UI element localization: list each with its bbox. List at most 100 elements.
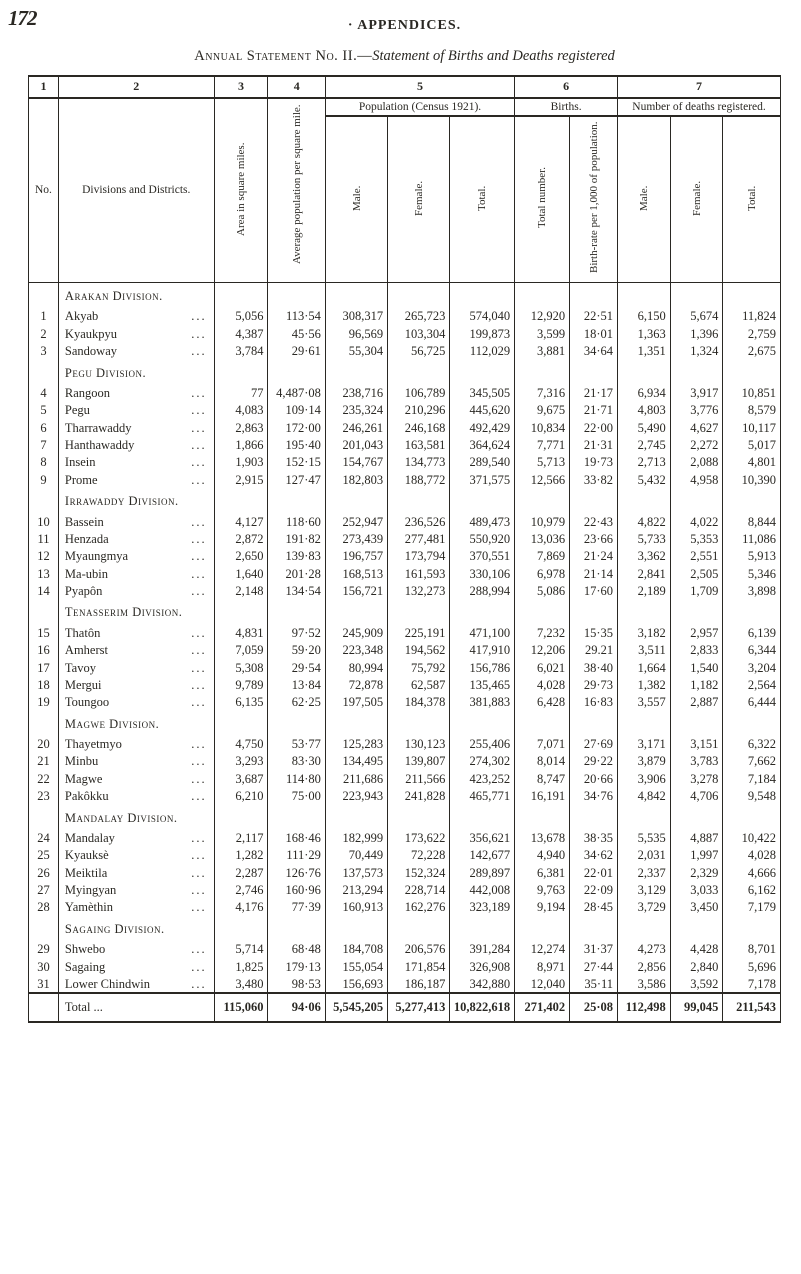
row-death-male: 1,382 <box>618 676 671 693</box>
row-death-female: 2,887 <box>670 693 723 710</box>
row-death-female: 3,776 <box>670 401 723 418</box>
row-pop-male: 154,767 <box>325 453 387 470</box>
row-births-total: 16,191 <box>515 787 570 804</box>
row-pop-total: 156,786 <box>450 659 515 676</box>
row-birth-rate: 16·83 <box>570 693 618 710</box>
table-row: 12Myaungmya...2,650139·83196,757173,7943… <box>29 547 781 564</box>
head-birth-rate: Birth-rate per 1,000 of population. <box>570 116 618 283</box>
row-death-total: 9,548 <box>723 787 781 804</box>
row-pop-total: 574,040 <box>450 307 515 324</box>
section-heading-row: Pegu Division. <box>29 360 781 384</box>
row-avg: 168·46 <box>268 829 325 846</box>
row-pop-male: 246,261 <box>325 419 387 436</box>
row-avg: 172·00 <box>268 419 325 436</box>
row-death-male: 3,729 <box>618 898 671 915</box>
row-avg: 111·29 <box>268 846 325 863</box>
row-area: 1,866 <box>214 436 268 453</box>
row-death-total: 4,666 <box>723 864 781 881</box>
births-deaths-table: 1 2 3 4 5 6 7 No. Divisions and District… <box>28 75 781 1023</box>
row-district: Rangoon... <box>58 384 214 401</box>
column-number-row: 1 2 3 4 5 6 7 <box>29 76 781 98</box>
row-area: 9,789 <box>214 676 268 693</box>
row-avg: 29·61 <box>268 342 325 359</box>
row-birth-rate: 35·11 <box>570 975 618 993</box>
row-no: 30 <box>29 958 59 975</box>
head-no: No. <box>29 98 59 283</box>
row-pop-total: 364,624 <box>450 436 515 453</box>
table-row: 8Insein...1,903152·15154,767134,773289,5… <box>29 453 781 470</box>
row-pop-female: 163,581 <box>388 436 450 453</box>
head-pop-male: Male. <box>325 116 387 283</box>
table-body: Arakan Division.1Akyab...5,056113·54308,… <box>29 283 781 1022</box>
head-births-total: Total number. <box>515 116 570 283</box>
row-area: 77 <box>214 384 268 401</box>
row-pop-total: 326,908 <box>450 958 515 975</box>
row-pop-female: 211,566 <box>388 770 450 787</box>
row-death-total: 4,028 <box>723 846 781 863</box>
row-pop-female: 72,228 <box>388 846 450 863</box>
row-district: Kyauksè... <box>58 846 214 863</box>
row-pop-total: 142,677 <box>450 846 515 863</box>
row-births-total: 8,747 <box>515 770 570 787</box>
row-pop-total: 255,406 <box>450 735 515 752</box>
row-area: 2,915 <box>214 471 268 488</box>
row-pop-male: 96,569 <box>325 325 387 342</box>
row-no: 27 <box>29 881 59 898</box>
row-death-male: 1,363 <box>618 325 671 342</box>
row-death-total: 8,701 <box>723 940 781 957</box>
row-district: Toungoo... <box>58 693 214 710</box>
row-pop-total: 442,008 <box>450 881 515 898</box>
row-pop-male: 235,324 <box>325 401 387 418</box>
head-population-group: Population (Census 1921). <box>325 98 514 116</box>
row-death-male: 3,511 <box>618 641 671 658</box>
row-death-total: 11,824 <box>723 307 781 324</box>
row-pop-total: 199,873 <box>450 325 515 342</box>
row-avg: 59·20 <box>268 641 325 658</box>
row-no: 15 <box>29 624 59 641</box>
row-death-total: 5,017 <box>723 436 781 453</box>
row-no: 8 <box>29 453 59 470</box>
row-area: 3,687 <box>214 770 268 787</box>
row-death-male: 1,664 <box>618 659 671 676</box>
row-pop-male: 213,294 <box>325 881 387 898</box>
table-row: 6Tharrawaddy...2,863172·00246,261246,168… <box>29 419 781 436</box>
row-district: Thayetmyo... <box>58 735 214 752</box>
row-birth-rate: 22·09 <box>570 881 618 898</box>
row-avg: 139·83 <box>268 547 325 564</box>
row-pop-male: 134,495 <box>325 752 387 769</box>
row-birth-rate: 22·00 <box>570 419 618 436</box>
table-row: 16Amherst...7,05959·20223,348194,562417,… <box>29 641 781 658</box>
row-pop-male: 72,878 <box>325 676 387 693</box>
row-death-total: 6,322 <box>723 735 781 752</box>
row-birth-rate: 27·44 <box>570 958 618 975</box>
row-death-male: 5,490 <box>618 419 671 436</box>
row-births-total: 6,021 <box>515 659 570 676</box>
row-pop-female: 134,773 <box>388 453 450 470</box>
table-row: 29Shwebo...5,71468·48184,708206,576391,2… <box>29 940 781 957</box>
row-birth-rate: 34·64 <box>570 342 618 359</box>
row-death-male: 3,586 <box>618 975 671 993</box>
row-death-total: 4,801 <box>723 453 781 470</box>
row-no: 21 <box>29 752 59 769</box>
row-death-male: 5,733 <box>618 530 671 547</box>
row-area: 4,083 <box>214 401 268 418</box>
row-pop-male: 160,913 <box>325 898 387 915</box>
row-births-total: 9,194 <box>515 898 570 915</box>
row-death-female: 2,840 <box>670 958 723 975</box>
row-pop-total: 423,252 <box>450 770 515 787</box>
row-no: 23 <box>29 787 59 804</box>
row-avg: 113·54 <box>268 307 325 324</box>
row-pop-female: 225,191 <box>388 624 450 641</box>
section-title: Magwe Division. <box>58 711 214 735</box>
row-births-total: 10,834 <box>515 419 570 436</box>
row-district: Pyapôn... <box>58 582 214 599</box>
row-avg: 29·54 <box>268 659 325 676</box>
table-row: 13Ma-ubin...1,640201·28168,513161,593330… <box>29 565 781 582</box>
table-row: 3Sandoway...3,78429·6155,30456,725112,02… <box>29 342 781 359</box>
row-avg: 127·47 <box>268 471 325 488</box>
row-area: 2,148 <box>214 582 268 599</box>
row-death-total: 6,444 <box>723 693 781 710</box>
row-pop-female: 130,123 <box>388 735 450 752</box>
row-pop-total: 356,621 <box>450 829 515 846</box>
table-row: 5Pegu...4,083109·14235,324210,296445,620… <box>29 401 781 418</box>
